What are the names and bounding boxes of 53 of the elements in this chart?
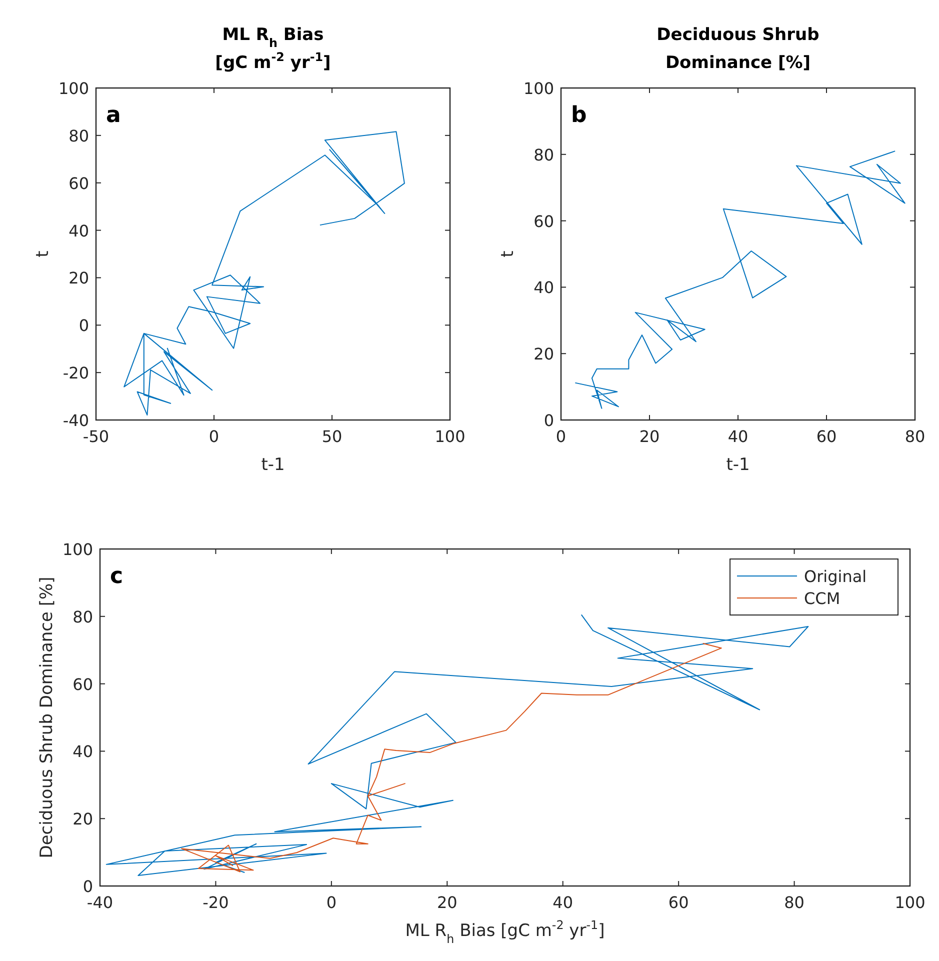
line-series — [106, 614, 809, 876]
y-axis-title: t — [33, 250, 53, 258]
y-tick-label: 0 — [78, 316, 89, 336]
y-tick-label: 80 — [68, 126, 89, 146]
x-axis-title: t-1 — [726, 455, 750, 475]
x-tick-label: 60 — [668, 893, 689, 912]
x-tick-label: 80 — [904, 427, 926, 446]
y-tick-label: 60 — [534, 212, 554, 231]
x-axis-title: ML R$_{h}$ Bias [gC m$^{-2}$ yr$^{-1}$] — [405, 918, 605, 946]
legend-label: CCM — [804, 589, 840, 608]
line-series — [124, 131, 405, 416]
x-tick-label: 50 — [322, 427, 342, 446]
y-tick-label: 60 — [72, 674, 93, 694]
x-tick-label: -20 — [202, 893, 229, 912]
x-tick-label: 100 — [894, 893, 926, 912]
x-tick-label: 20 — [639, 427, 660, 446]
y-tick-label: 60 — [68, 174, 89, 193]
y-tick-label: -20 — [62, 364, 89, 383]
x-axis-title: t-1 — [261, 455, 285, 475]
annotation: a — [106, 103, 121, 128]
y-tick-label: 100 — [58, 79, 89, 98]
line-series — [181, 642, 722, 872]
y-axis-title: t — [498, 250, 518, 258]
x-tick-label: 100 — [434, 427, 466, 446]
annotation: c — [110, 564, 124, 589]
y-tick-label: 80 — [72, 607, 93, 626]
chart-title: ML R$_{h}$ Bias [gC m$^{-2}$ yr$^{-1}$] — [215, 25, 331, 73]
x-tick-label: 0 — [208, 427, 220, 446]
x-tick-label: -50 — [82, 427, 110, 446]
x-tick-label: 0 — [326, 893, 337, 912]
y-axis-title: Deciduous Shrub Dominance [%] — [37, 576, 57, 858]
chart-title: Deciduous Shrub Dominance [%] — [656, 25, 820, 73]
y-tick-label: 40 — [72, 742, 93, 762]
y-tick-label: 80 — [534, 145, 554, 164]
y-tick-label: 0 — [82, 877, 93, 896]
y-tick-label: 40 — [534, 278, 554, 298]
y-tick-label: 20 — [534, 344, 554, 364]
x-tick-label: 40 — [728, 427, 748, 446]
y-tick-label: 20 — [72, 810, 93, 829]
y-tick-label: 100 — [523, 79, 554, 98]
annotation: b — [571, 103, 587, 128]
line-series — [574, 150, 906, 409]
y-tick-label: -40 — [62, 411, 89, 430]
y-tick-label: 0 — [544, 411, 554, 430]
x-tick-label: 0 — [556, 427, 566, 446]
y-tick-label: 40 — [68, 221, 89, 240]
x-tick-label: 40 — [552, 893, 574, 912]
legend-label: Original — [804, 567, 867, 586]
y-tick-label: 100 — [62, 540, 93, 559]
x-tick-label: 80 — [784, 893, 804, 912]
y-tick-label: 20 — [68, 268, 89, 288]
x-tick-label: 20 — [436, 893, 458, 912]
x-tick-label: 60 — [816, 427, 837, 446]
